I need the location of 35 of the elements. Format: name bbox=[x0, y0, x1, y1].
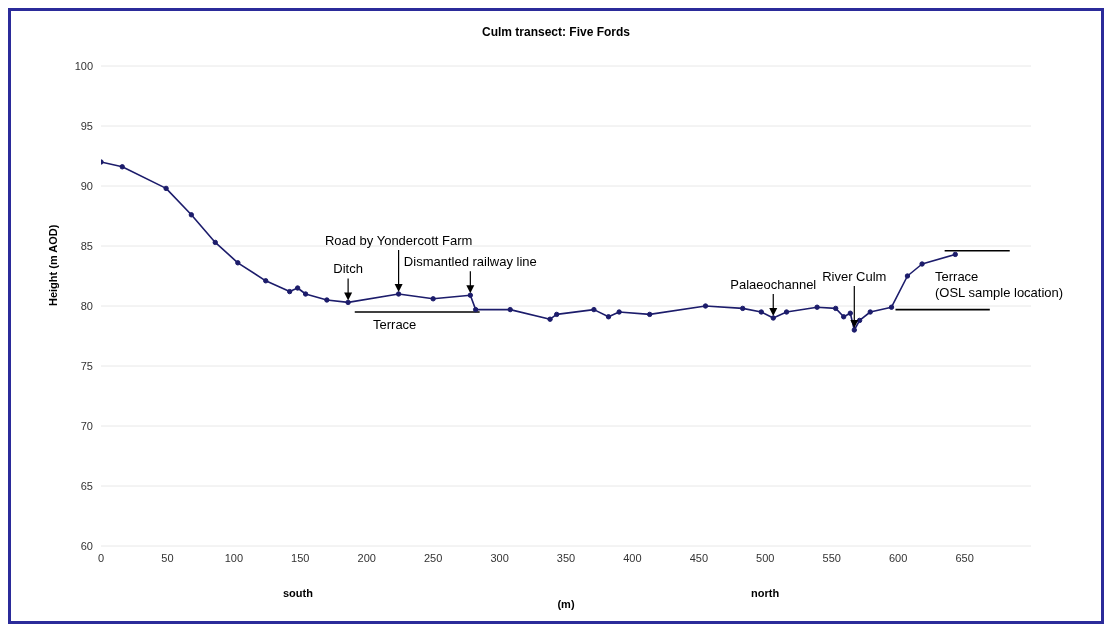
x-tick-label: 200 bbox=[357, 551, 376, 564]
x-tick-label: 350 bbox=[556, 551, 576, 564]
annotation: Palaeochannel bbox=[730, 277, 817, 292]
annotation: Dismantled railway line bbox=[403, 254, 537, 270]
x-tick-label: 250 bbox=[423, 551, 443, 564]
y-tick-label: 85 bbox=[80, 239, 93, 252]
y-tick-label: 90 bbox=[80, 179, 93, 192]
x-tick-label: 500 bbox=[756, 551, 775, 564]
text: south bbox=[283, 586, 313, 601]
x-tick-label: 100 bbox=[224, 551, 244, 564]
y-tick-label: 75 bbox=[80, 359, 93, 372]
x-tick-label: 50 bbox=[161, 551, 174, 564]
x-tick-label: 150 bbox=[291, 551, 310, 564]
x-tick-label: 550 bbox=[822, 551, 841, 564]
chart-title: Culm transect: Five Fords bbox=[481, 25, 631, 39]
x-tick-label: 450 bbox=[689, 551, 709, 564]
x-tick-label: 400 bbox=[623, 551, 642, 564]
x-tick-label: 300 bbox=[490, 551, 509, 564]
annotation: Road by Yondercott Farm bbox=[324, 233, 473, 248]
text: north bbox=[751, 586, 780, 601]
y-tick-label: 60 bbox=[80, 539, 93, 552]
annotation: Terrace (OSL sample location) bbox=[935, 269, 1064, 301]
annotation: Ditch bbox=[333, 261, 363, 277]
y-tick-label: 65 bbox=[80, 479, 93, 492]
y-tick-label: 100 bbox=[74, 59, 93, 72]
y-tick-label: 80 bbox=[80, 299, 93, 312]
x-axis-title: (m) bbox=[557, 598, 575, 610]
annotation: River Culm bbox=[822, 269, 887, 284]
annotation: Terrace bbox=[373, 317, 417, 333]
x-tick-label: 600 bbox=[888, 551, 908, 564]
x-tick-label: 650 bbox=[955, 551, 974, 564]
y-axis-title: Height (m AOD) bbox=[46, 224, 59, 306]
y-tick-label: 95 bbox=[80, 119, 93, 132]
y-tick-label: 70 bbox=[80, 419, 93, 432]
x-tick-label: 0 bbox=[97, 551, 105, 564]
